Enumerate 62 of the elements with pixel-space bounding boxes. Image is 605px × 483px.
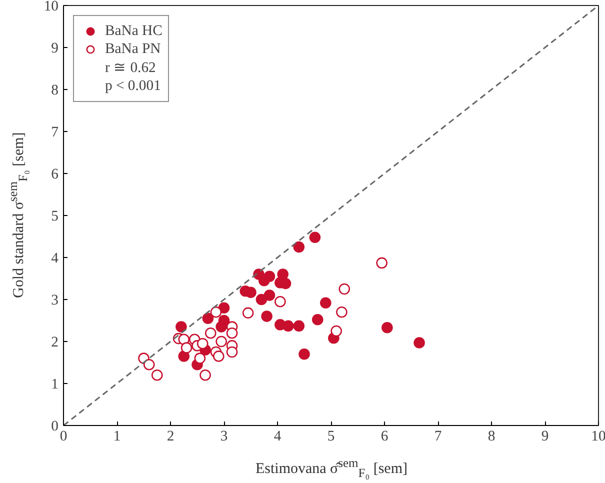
point <box>202 312 214 324</box>
point <box>282 320 294 332</box>
point <box>218 302 230 314</box>
point <box>210 306 222 318</box>
point <box>298 348 310 360</box>
point <box>213 350 224 362</box>
y-tick-label: 7 <box>51 124 58 140</box>
point <box>330 325 342 337</box>
x-tick-label: 7 <box>434 428 442 444</box>
point <box>414 337 425 348</box>
point <box>293 241 305 253</box>
y-tick-label: 3 <box>51 292 58 308</box>
y-tick-label: 10 <box>44 0 58 14</box>
point <box>196 338 208 350</box>
point <box>180 342 192 354</box>
point <box>226 346 238 358</box>
y-tick-label: 0 <box>51 418 58 434</box>
y-tick-label: 6 <box>51 166 58 182</box>
point <box>336 306 348 318</box>
x-tick-label: 4 <box>274 428 282 444</box>
y-tick-label: 1 <box>51 376 58 392</box>
legend-label: BaNa HC <box>105 22 162 40</box>
point <box>256 294 268 306</box>
point <box>277 268 288 280</box>
point <box>312 314 324 326</box>
point <box>338 283 350 295</box>
point <box>320 297 332 308</box>
point <box>216 336 227 348</box>
point <box>382 322 393 334</box>
point <box>309 232 321 243</box>
y-tick-label: 9 <box>51 40 58 56</box>
point <box>204 327 216 339</box>
x-tick-label: 1 <box>113 428 121 444</box>
point <box>293 320 305 332</box>
legend-label: BaNa PN <box>105 40 161 58</box>
point <box>176 321 187 332</box>
point <box>218 314 230 326</box>
point <box>261 310 272 322</box>
y-tick-label: 8 <box>51 82 58 98</box>
annotation: p < 0.001 <box>105 77 161 95</box>
point <box>376 257 388 269</box>
point <box>194 352 206 364</box>
x-tick-label: 5 <box>327 428 335 444</box>
x-tick-label: 3 <box>220 428 228 444</box>
point <box>274 296 286 308</box>
y-tick-label: 4 <box>51 250 60 266</box>
point <box>200 369 211 381</box>
x-tick-label: 9 <box>541 428 549 444</box>
y-tick-label: 5 <box>51 208 58 224</box>
annotation: r ≅ 0.62 <box>105 59 156 77</box>
point <box>143 358 155 370</box>
point <box>242 307 254 319</box>
point <box>226 327 238 339</box>
point <box>264 290 276 301</box>
x-tick-label: 10 <box>591 428 605 444</box>
x-axis-title: Estimovana σ̂$^{sem}$$_{F₀}$ [sem] <box>254 455 408 482</box>
point <box>151 369 163 381</box>
y-tick-label: 2 <box>51 334 58 350</box>
x-tick-label: 6 <box>380 428 388 444</box>
x-tick-label: 8 <box>488 428 496 444</box>
point <box>264 270 276 282</box>
x-tick-label: 2 <box>166 428 174 444</box>
